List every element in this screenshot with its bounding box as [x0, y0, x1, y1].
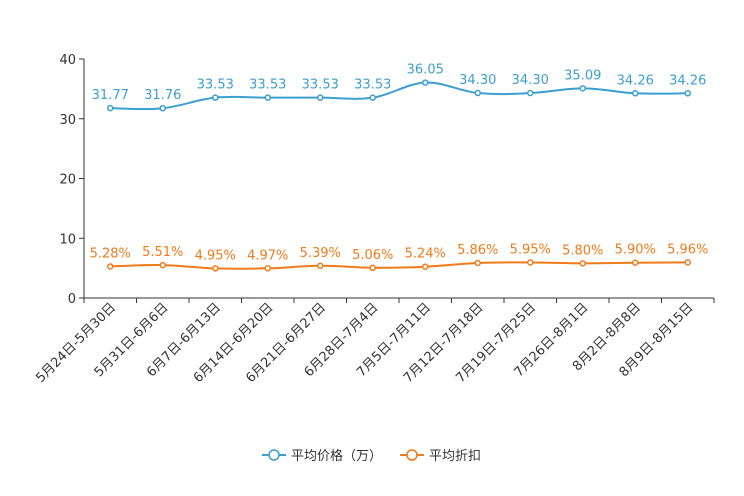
data-label: 31.76	[144, 88, 181, 103]
data-label: 5.51%	[142, 245, 183, 260]
data-label: 5.90%	[615, 243, 656, 258]
data-point[interactable]	[317, 262, 324, 270]
data-point[interactable]	[264, 94, 271, 101]
data-point[interactable]	[317, 94, 324, 101]
data-label: 36.05	[407, 63, 444, 78]
data-point[interactable]	[632, 259, 639, 266]
data-label: 5.24%	[405, 247, 446, 262]
data-point[interactable]	[579, 85, 586, 92]
legend-item-1[interactable]: 平均折扣	[400, 449, 481, 464]
data-label: 34.30	[512, 73, 549, 88]
data-label: 35.09	[564, 68, 601, 83]
series-layer: 31.77 31.76 33.53 33.53 33.53 33.53 36.05 34.30…	[90, 63, 708, 272]
data-label: 4.95%	[195, 248, 236, 263]
legend-label: 平均价格（万）	[291, 448, 382, 464]
data-label: 34.26	[669, 73, 706, 88]
data-label: 33.53	[197, 78, 234, 93]
data-label: 33.53	[302, 78, 339, 93]
legend-item-0[interactable]: 平均价格（万）	[262, 448, 382, 464]
data-label: 34.26	[617, 73, 654, 88]
data-label: 34.30	[459, 73, 496, 88]
data-point[interactable]	[579, 260, 586, 267]
data-point[interactable]	[422, 263, 429, 270]
y-axis: 0 10 20 30 40	[59, 53, 85, 307]
data-point[interactable]	[369, 94, 376, 101]
y-tick-label: 10	[59, 232, 76, 247]
y-tick-label: 30	[59, 113, 76, 128]
data-point[interactable]	[212, 265, 219, 272]
data-label: 5.95%	[510, 242, 551, 257]
series-1: 5.28% 5.51% 4.95% 4.97% 5.39% 5.06% 5.24% 5.86%…	[90, 242, 708, 272]
legend: 平均价格（万） 平均折扣	[262, 448, 481, 464]
y-tick-label: 40	[59, 53, 76, 68]
data-point[interactable]	[212, 94, 219, 101]
data-point[interactable]	[369, 264, 376, 272]
data-label: 33.53	[249, 78, 286, 93]
data-point[interactable]	[527, 89, 534, 97]
data-label: 5.80%	[562, 243, 603, 258]
data-point[interactable]	[527, 259, 534, 266]
data-label: 5.39%	[300, 246, 341, 261]
legend-marker	[268, 449, 280, 461]
data-point[interactable]	[159, 104, 166, 112]
data-point[interactable]	[107, 263, 114, 270]
series-line	[110, 81, 688, 111]
data-label: 4.97%	[247, 248, 288, 263]
y-tick-label: 20	[59, 173, 76, 188]
data-point[interactable]	[632, 90, 639, 97]
data-point[interactable]	[474, 259, 481, 267]
data-label: 5.96%	[667, 242, 708, 257]
data-point[interactable]	[684, 90, 691, 97]
data-point[interactable]	[474, 89, 481, 97]
data-point[interactable]	[684, 259, 691, 266]
data-point[interactable]	[107, 104, 114, 112]
data-label: 5.86%	[457, 243, 498, 258]
data-label: 33.53	[354, 78, 391, 93]
data-label: 31.77	[92, 88, 129, 103]
data-point[interactable]	[264, 265, 271, 272]
data-point[interactable]	[159, 261, 166, 269]
series-line	[110, 261, 688, 270]
x-axis: 5月24日-5月30日5月31日-6月6日6月7日-6月13日6月14日-6月2…	[33, 297, 715, 386]
data-point[interactable]	[422, 79, 429, 86]
legend-marker	[406, 449, 418, 461]
y-tick-label: 0	[68, 292, 76, 307]
series-0: 31.77 31.76 33.53 33.53 33.53 33.53 36.05 34.30…	[92, 63, 706, 112]
legend-label: 平均折扣	[429, 449, 481, 464]
data-label: 5.06%	[352, 248, 393, 263]
data-label: 5.28%	[90, 246, 131, 261]
